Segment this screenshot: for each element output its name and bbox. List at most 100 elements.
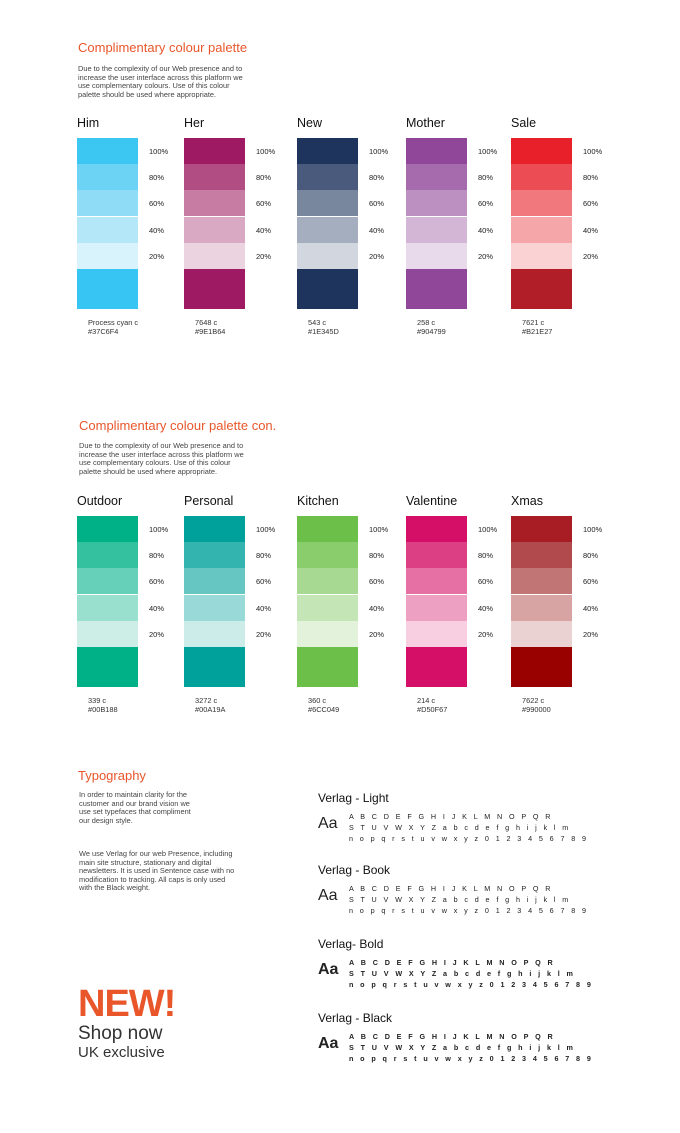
color-info: 543 c #1E345D — [308, 318, 339, 336]
tint-percentage: 20% — [256, 251, 272, 261]
tint-swatch — [406, 620, 467, 647]
color-info: 258 c #904799 — [417, 318, 446, 336]
glyph-line: A B C D E F G H I J K L M N O P Q R — [349, 812, 553, 821]
hex-code: #990000 — [522, 705, 551, 714]
typography-usage: We use Verlag for our web Presence, incl… — [79, 849, 235, 892]
tint-percentage: 60% — [149, 577, 165, 587]
tint-swatch — [184, 164, 245, 191]
hex-code: #37C6F4 — [88, 327, 119, 336]
tint-swatch — [184, 620, 245, 647]
tint-swatch — [77, 164, 138, 191]
tint-percentage: 20% — [478, 629, 494, 639]
color-info: 360 c #6CC049 — [308, 696, 339, 714]
hex-code: #00B188 — [88, 705, 118, 714]
pantone-code: 214 c — [417, 696, 436, 705]
tint-swatch — [77, 542, 138, 569]
glyph-line: S T U V W X Y Z a b c d e f g h i j k l … — [349, 823, 571, 832]
full-color-swatch — [406, 647, 467, 687]
pantone-code: 7622 c — [522, 696, 545, 705]
hex-code: #00A19A — [195, 705, 226, 714]
tint-percentage: 60% — [478, 199, 494, 209]
pantone-code: 360 c — [308, 696, 327, 705]
tint-swatch — [77, 190, 138, 217]
tint-swatch — [297, 216, 358, 243]
full-color-swatch — [297, 647, 358, 687]
tint-swatch — [77, 138, 138, 164]
palette2-title: Complimentary colour palette con. — [79, 418, 277, 433]
color-info: 214 c #D50F67 — [417, 696, 447, 714]
tint-swatch — [511, 164, 572, 191]
tint-percentage: 20% — [149, 251, 165, 261]
color-info: Process cyan c #37C6F4 — [88, 318, 138, 336]
tint-swatch — [297, 594, 358, 621]
glyph-line: A B C D E F G H I J K L M N O P Q R — [349, 1032, 556, 1041]
tint-percentage: 80% — [583, 551, 599, 561]
uk-exclusive-text: UK exclusive — [78, 1044, 165, 1061]
tint-swatch — [184, 216, 245, 243]
tint-swatch — [511, 542, 572, 569]
tint-percentage: 20% — [256, 629, 272, 639]
tint-percentage: 60% — [256, 199, 272, 209]
glyph-line: n o p q r s t u v w x y z 0 1 2 3 4 5 6 … — [349, 1054, 594, 1063]
tint-percentage: 80% — [478, 551, 494, 561]
pantone-code: 7648 c — [195, 318, 218, 327]
pantone-code: 543 c — [308, 318, 327, 327]
glyph-line: S T U V W X Y Z a b c d e f g h i j k l … — [349, 1043, 576, 1052]
shop-now-text: Shop now — [78, 1023, 163, 1044]
tint-percentage: 20% — [369, 251, 385, 261]
color-name: Outdoor — [77, 494, 123, 508]
tint-percentage: 80% — [149, 173, 165, 183]
tint-swatch — [297, 620, 358, 647]
color-name: Valentine — [406, 494, 458, 508]
tint-percentage: 100% — [256, 525, 276, 534]
tint-swatch — [406, 216, 467, 243]
palette1-description: Due to the complexity of our Web presenc… — [78, 64, 243, 99]
pantone-code: 258 c — [417, 318, 436, 327]
tint-percentage: 20% — [149, 629, 165, 639]
tint-percentage: 60% — [256, 577, 272, 587]
tint-swatch — [297, 568, 358, 595]
color-info: 7621 c #B21E27 — [522, 318, 552, 336]
glyph-line: n o p q r s t u v w x y z 0 1 2 3 4 5 6 … — [349, 834, 589, 843]
color-name: Her — [184, 116, 205, 130]
color-name: Sale — [511, 116, 537, 130]
tint-swatch — [184, 138, 245, 164]
tint-swatch — [511, 594, 572, 621]
tint-percentage: 60% — [369, 199, 385, 209]
tint-percentage: 100% — [149, 147, 169, 156]
tint-percentage: 40% — [583, 225, 599, 235]
hex-code: #9E1B64 — [195, 327, 226, 336]
font-weight-name: Verlag - Book — [318, 863, 391, 877]
typography-title: Typography — [78, 768, 146, 783]
color-info: 3272 c #00A19A — [195, 696, 225, 714]
palette2-description: Due to the complexity of our Web presenc… — [79, 441, 244, 476]
glyph-line: A B C D E F G H I J K L M N O P Q R — [349, 884, 553, 893]
font-weight-name: Verlag- Bold — [318, 937, 384, 951]
glyph-line: A B C D E F G H I J K L M N O P Q R — [349, 958, 556, 967]
tint-swatch — [511, 516, 572, 542]
tint-percentage: 40% — [478, 603, 494, 613]
color-name: Xmas — [511, 494, 543, 508]
hex-code: #B21E27 — [522, 327, 553, 336]
tint-percentage: 100% — [369, 147, 389, 156]
tint-percentage: 40% — [478, 225, 494, 235]
tint-percentage: 80% — [369, 173, 385, 183]
aa-sample: Aa — [318, 887, 338, 904]
tint-percentage: 40% — [256, 603, 272, 613]
full-color-swatch — [184, 269, 245, 309]
tint-swatch — [511, 216, 572, 243]
tint-swatch — [406, 568, 467, 595]
pantone-code: 7621 c — [522, 318, 545, 327]
tint-percentage: 60% — [149, 199, 165, 209]
tint-swatch — [406, 516, 467, 542]
font-weight-name: Verlag - Light — [318, 791, 389, 805]
tint-swatch — [511, 138, 572, 164]
full-color-swatch — [184, 647, 245, 687]
tint-percentage: 80% — [583, 173, 599, 183]
tint-swatch — [511, 620, 572, 647]
tint-swatch — [77, 620, 138, 647]
full-color-swatch — [77, 647, 138, 687]
tint-swatch — [297, 542, 358, 569]
tint-swatch — [77, 216, 138, 243]
tint-swatch — [406, 138, 467, 164]
